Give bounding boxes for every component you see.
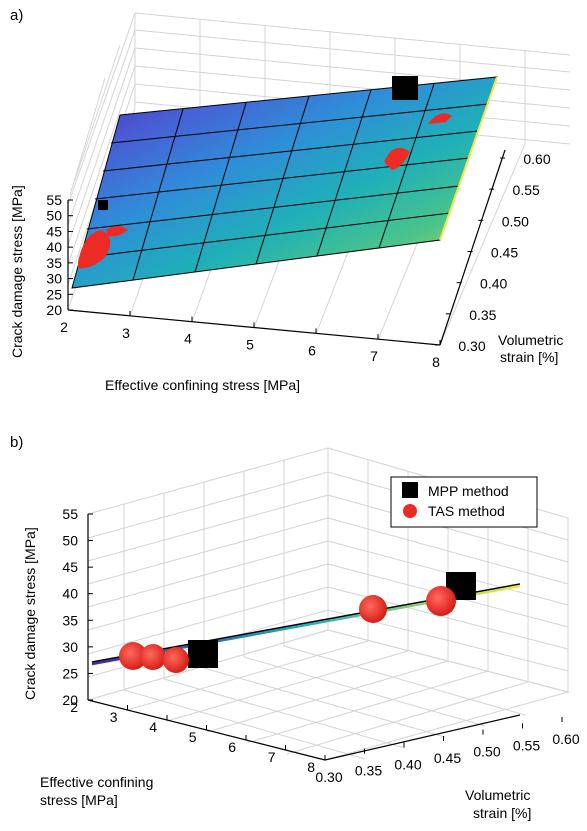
tick-label: 5: [246, 337, 254, 353]
tick-label: 45: [46, 223, 62, 239]
tick-label: 0.55: [513, 737, 540, 753]
panel-b-label: b): [10, 434, 23, 451]
tick-label: 6: [228, 739, 236, 755]
tick-label: 45: [62, 559, 78, 575]
tick-label: 20: [46, 302, 62, 318]
panel-a-label: a): [10, 7, 23, 24]
mpp-marker: [392, 76, 418, 100]
tick-label: 8: [307, 759, 315, 775]
tick-label: 6: [308, 342, 316, 358]
tick-label: 0.45: [434, 750, 461, 766]
tick-label: 8: [432, 354, 440, 370]
tick-label: 55: [62, 506, 78, 522]
tick-label: 4: [149, 719, 157, 735]
fitted-surface: [71, 76, 498, 289]
panel-a-y-label-line2: strain [%]: [500, 349, 558, 365]
panel-b: b): [10, 434, 580, 821]
tick-label: 0.30: [458, 338, 485, 354]
tick-label: 0.40: [394, 756, 421, 772]
panel-b-x-label-line1: Effective confining: [40, 774, 153, 790]
tick-label: 5: [189, 729, 197, 745]
tick-label: 40: [62, 586, 78, 602]
panel-b-y-label-line2: strain [%]: [473, 805, 531, 821]
legend-entry-tas: TAS method: [428, 503, 505, 519]
tick-label: 0.35: [355, 763, 382, 779]
tas-marker: [119, 642, 147, 670]
tick-label: 20: [62, 692, 78, 708]
tick-label: 3: [110, 709, 118, 725]
tick-label: 0.60: [523, 151, 550, 167]
tick-label: 0.40: [480, 276, 507, 292]
mpp-marker: [98, 200, 108, 210]
tas-marker: [426, 586, 456, 616]
tick-label: 3: [122, 325, 130, 341]
tick-label: 50: [62, 533, 78, 549]
panel-a-y-label-line1: Volumetric: [498, 332, 563, 348]
tick-label: 25: [62, 665, 78, 681]
tas-marker: [428, 113, 452, 124]
tas-marker: [140, 644, 166, 670]
tas-marker: [106, 226, 128, 237]
tick-label: 0.50: [473, 744, 500, 760]
tick-label: 7: [370, 348, 378, 364]
tick-label: 0.50: [502, 213, 529, 229]
tas-marker: [384, 147, 410, 170]
legend-entry-mpp: MPP method: [428, 483, 509, 499]
panel-b-y-label-line1: Volumetric: [465, 787, 530, 803]
tick-label: 25: [46, 286, 62, 302]
tick-label: 35: [46, 255, 62, 271]
legend-circle-icon: [403, 504, 417, 518]
tick-label: 4: [184, 331, 192, 347]
panel-a-markers: [78, 76, 452, 269]
panel-a-surface: [71, 76, 498, 289]
tick-label: 35: [62, 612, 78, 628]
tas-marker: [78, 230, 111, 269]
tick-label: 2: [70, 699, 78, 715]
tick-label: 0.55: [513, 182, 540, 198]
panel-b-legend: MPP method TAS method: [390, 476, 538, 528]
tick-label: 0.60: [552, 731, 579, 747]
tick-label: 55: [46, 192, 62, 208]
tick-label: 50: [46, 208, 62, 224]
panel-b-markers: [119, 572, 476, 673]
tas-marker: [359, 595, 387, 623]
mpp-marker: [188, 640, 218, 668]
tick-label: 0.30: [315, 769, 342, 785]
legend-square-icon: [402, 482, 418, 498]
tas-marker: [163, 647, 189, 673]
panel-a-x-label: Effective confining stress [MPa]: [105, 377, 300, 393]
panel-a-z-label: Crack damage stress [MPa]: [9, 185, 25, 358]
tick-label: 0.45: [491, 245, 518, 261]
tick-label: 2: [60, 319, 68, 335]
tick-label: 30: [46, 271, 62, 287]
tick-label: 7: [268, 749, 276, 765]
panel-b-z-label: Crack damage stress [MPa]: [22, 527, 38, 700]
tick-label: 0.35: [469, 307, 496, 323]
tick-label: 40: [46, 239, 62, 255]
panel-a: a): [9, 7, 571, 393]
panel-b-x-label-line2: stress [MPa]: [40, 792, 118, 808]
tick-label: 30: [62, 639, 78, 655]
